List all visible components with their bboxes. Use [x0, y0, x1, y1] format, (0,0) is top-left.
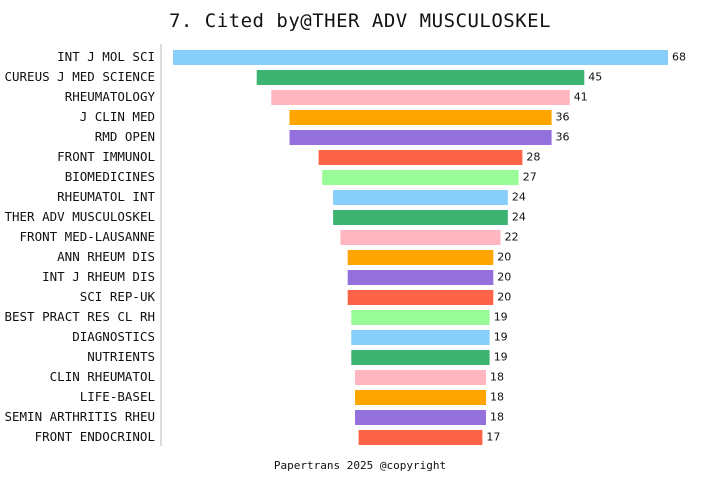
category-label: ANN RHEUM DIS: [57, 249, 155, 264]
bar: [333, 190, 508, 205]
bar: [322, 170, 519, 185]
value-label: 45: [588, 71, 602, 84]
value-label: 28: [526, 151, 540, 164]
bar: [351, 350, 490, 365]
bar: [256, 70, 585, 85]
bar: [173, 50, 668, 65]
category-label: FRONT MED-LAUSANNE: [20, 229, 155, 244]
category-label: RMD OPEN: [95, 129, 155, 144]
category-label: SEMIN ARTHRITIS RHEU: [4, 409, 155, 424]
value-label: 20: [497, 271, 511, 284]
value-label: 18: [490, 411, 504, 424]
bar: [347, 270, 494, 285]
category-labels-group: INT J MOL SCI CUREUS J MED SCIENCE RHEUMAT…: [4, 49, 155, 444]
bar: [358, 430, 483, 445]
category-label: FRONT IMMUNOL: [57, 149, 155, 164]
value-label: 24: [512, 191, 526, 204]
bar: [347, 290, 494, 305]
value-label: 20: [497, 291, 511, 304]
category-label: J CLIN MED: [80, 109, 155, 124]
category-label: CLIN RHEUMATOL: [50, 369, 155, 384]
category-label: FRONT ENDOCRINOL: [35, 429, 155, 444]
category-label: RHEUMATOLOGY: [65, 89, 156, 104]
value-label: 68: [672, 51, 686, 64]
category-label: LIFE-BASEL: [80, 389, 155, 404]
bar: [355, 370, 486, 385]
bar: [351, 330, 490, 345]
value-label: 36: [556, 131, 570, 144]
bar: [271, 90, 570, 105]
category-label: DIAGNOSTICS: [72, 329, 155, 344]
bar: [340, 230, 501, 245]
footer-copyright: Papertrans 2025 @copyright: [273, 459, 447, 472]
value-label: 19: [494, 351, 508, 364]
chart-title: 7. Cited by@THER ADV MUSCULOSKEL: [168, 10, 552, 32]
value-label: 17: [486, 431, 500, 444]
bar: [351, 310, 490, 325]
category-label: INT J RHEUM DIS: [42, 269, 155, 284]
category-label: BEST PRACT RES CL RH: [4, 309, 155, 324]
category-label: SCI REP-UK: [80, 289, 156, 304]
category-label: NUTRIENTS: [87, 349, 155, 364]
value-label: 22: [505, 231, 519, 244]
category-label: RHEUMATOL INT: [57, 189, 155, 204]
bar: [318, 150, 523, 165]
category-label: THER ADV MUSCULOSKEL: [4, 209, 155, 224]
bar: [333, 210, 508, 225]
value-label: 36: [556, 111, 570, 124]
value-label: 27: [523, 171, 537, 184]
value-label: 19: [494, 331, 508, 344]
bar: [355, 390, 486, 405]
value-label: 41: [574, 91, 588, 104]
bar: [289, 110, 552, 125]
category-label: CUREUS J MED SCIENCE: [4, 69, 155, 84]
value-label: 20: [497, 251, 511, 264]
bars-group: [173, 50, 668, 445]
bar: [289, 130, 552, 145]
value-label: 18: [490, 371, 504, 384]
value-label: 19: [494, 311, 508, 324]
value-label: 24: [512, 211, 526, 224]
bar: [347, 250, 494, 265]
category-label: BIOMEDICINES: [65, 169, 155, 184]
category-label: INT J MOL SCI: [57, 49, 155, 64]
value-label: 18: [490, 391, 504, 404]
bar: [355, 410, 486, 425]
